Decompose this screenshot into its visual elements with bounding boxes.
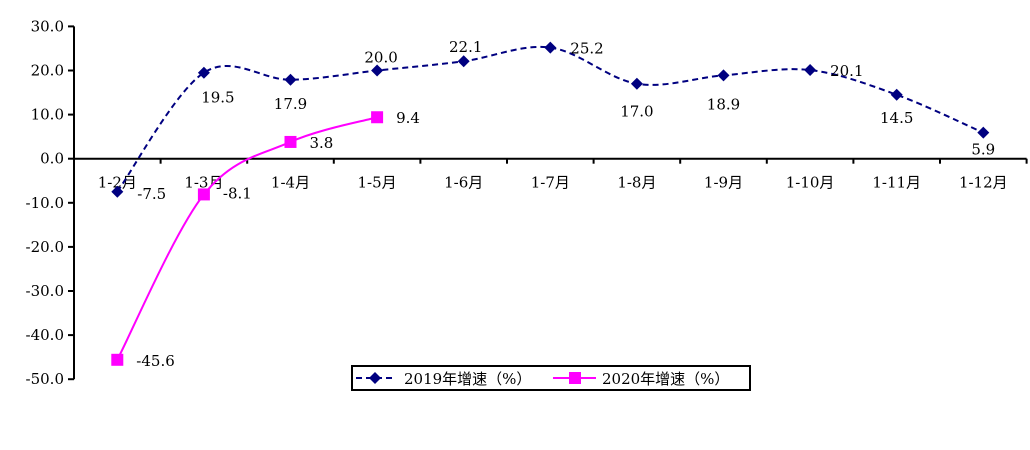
data-point-diamond — [544, 41, 557, 54]
data-label: -7.5 — [137, 185, 166, 203]
y-tick-label: -10.0 — [26, 194, 64, 212]
data-point-square — [284, 135, 297, 148]
data-point-square — [197, 188, 210, 201]
data-label: 22.1 — [449, 38, 482, 56]
x-tick-label: 1-5月 — [358, 174, 397, 192]
data-point-square — [371, 111, 384, 124]
series-line-1 — [116, 45, 984, 193]
data-label: -8.1 — [223, 184, 252, 202]
x-tick-label: 1-4月 — [271, 174, 310, 192]
y-tick-label: -50.0 — [26, 370, 64, 388]
data-label: 17.0 — [620, 103, 653, 121]
data-point-diamond — [457, 55, 470, 68]
y-tick-label: 0.0 — [40, 150, 64, 168]
data-label: 14.5 — [880, 109, 913, 127]
y-tick-label: 30.0 — [31, 17, 64, 35]
data-point-diamond — [284, 73, 297, 86]
legend-marker-square — [569, 372, 581, 384]
data-label: 19.5 — [201, 89, 234, 107]
data-point-diamond — [977, 126, 990, 139]
data-point-diamond — [111, 185, 124, 198]
data-label: 9.4 — [396, 109, 420, 127]
x-tick-label: 1-10月 — [786, 174, 835, 192]
legend-marker-diamond — [369, 372, 381, 384]
data-point-diamond — [717, 69, 730, 82]
data-point-diamond — [371, 64, 384, 77]
data-label: 20.0 — [364, 49, 397, 67]
data-label: 3.8 — [310, 134, 334, 152]
x-tick-label: 1-12月 — [959, 174, 1008, 192]
y-tick-label: 10.0 — [31, 106, 64, 124]
series-line-2 — [116, 116, 378, 361]
data-label: 25.2 — [570, 40, 603, 58]
data-point-diamond — [804, 64, 817, 77]
x-tick-label: 1-11月 — [872, 174, 921, 192]
y-tick-label: -20.0 — [26, 238, 64, 256]
x-tick-label: 1-9月 — [704, 174, 743, 192]
data-label: 18.9 — [707, 95, 740, 113]
legend — [351, 365, 751, 391]
data-point-square — [111, 353, 124, 366]
x-tick-label: 1-2月 — [98, 174, 137, 192]
x-tick-label: 1-3月 — [184, 174, 223, 192]
data-label: -45.6 — [136, 352, 174, 370]
x-tick-label: 1-7月 — [531, 174, 570, 192]
x-tick-label: 1-6月 — [444, 174, 483, 192]
x-tick-label: 1-8月 — [617, 174, 656, 192]
data-label: 5.9 — [971, 141, 995, 159]
legend-label-2019: 2019年增速（%） — [404, 370, 531, 388]
y-tick-label: -40.0 — [26, 326, 64, 344]
data-label: 17.9 — [274, 95, 307, 113]
y-tick-label: 20.0 — [31, 62, 64, 80]
legend-label-2020: 2020年增速（%） — [602, 370, 729, 388]
data-label: 20.1 — [830, 62, 863, 80]
y-tick-label: -30.0 — [26, 282, 64, 300]
data-point-diamond — [630, 77, 643, 90]
data-point-diamond — [890, 88, 903, 101]
data-point-diamond — [197, 66, 210, 79]
